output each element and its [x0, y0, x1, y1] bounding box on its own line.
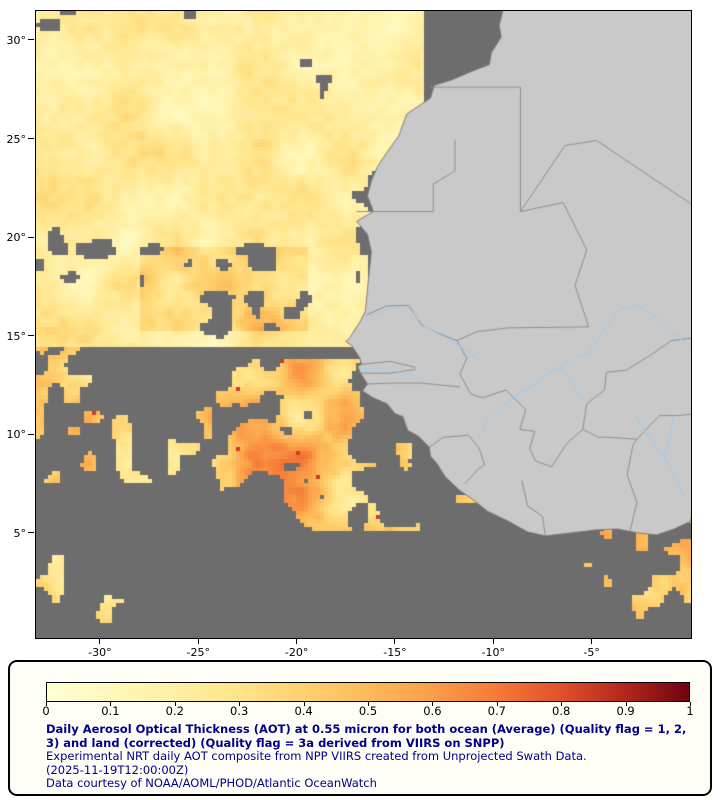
colorbar-tick-mark — [625, 702, 627, 706]
caption-title: Daily Aerosol Optical Thickness (AOT) at… — [46, 722, 687, 750]
colorbar-tick-mark — [46, 702, 47, 706]
lat-tick-mark — [28, 532, 34, 534]
colorbar-tick-mark — [496, 702, 498, 706]
lon-tick-label: -30° — [88, 646, 112, 659]
colorbar-tick-label: 0.5 — [358, 704, 378, 718]
colorbar-tick-label: 0 — [42, 704, 50, 718]
lat-tick-label: 5° — [13, 526, 27, 540]
colorbar-tick-mark — [368, 702, 369, 706]
colorbar-tick-mark — [561, 702, 563, 706]
lat-tick-mark — [28, 236, 34, 238]
lat-tick-mark — [28, 138, 34, 140]
colorbar-tick-label: 0.9 — [616, 704, 635, 718]
lat-tick-mark — [28, 39, 34, 41]
legend-box: 0 0.1 0.2 0.3 0.4 0.5 0.6 0.7 0.8 0.9 1 Daily Aero… — [8, 660, 712, 796]
colorbar-ticks: 0 0.1 0.2 0.3 0.4 0.5 0.6 0.7 0.8 0.9 1 — [42, 702, 694, 719]
caption-line4: Data courtesy of NOAA/AOML/PHOD/Atlantic… — [46, 776, 377, 790]
colorbar-tick-label: 0.8 — [552, 704, 571, 718]
lon-tick-mark — [296, 638, 298, 644]
lon-tick-mark — [394, 638, 396, 644]
caption-line3: (2025-11-19T12:00:00Z) — [46, 762, 189, 777]
colorbar-tick-mark — [174, 702, 176, 706]
lat-tick-label: 20° — [6, 231, 27, 245]
lat-tick-label: 15° — [6, 329, 27, 343]
lon-tick-mark — [99, 638, 101, 644]
colorbar-tick-label: 0.6 — [423, 704, 442, 718]
colorbar-tick-mark — [110, 702, 112, 706]
colorbar-tick-mark — [239, 702, 241, 706]
colorbar-tick-mark — [432, 702, 434, 706]
caption-line2: Experimental NRT daily AOT composite fro… — [46, 749, 587, 763]
lon-tick-mark — [197, 638, 199, 644]
lon-tick-label: -15° — [383, 646, 407, 659]
lon-tick-label: -10° — [481, 646, 506, 659]
lat-tick-label: 30° — [6, 33, 27, 47]
colorbar-tick-label: 0.7 — [487, 704, 506, 718]
lat-tick-label: 25° — [6, 132, 27, 146]
legend-caption: Daily Aerosol Optical Thickness (AOT) at… — [46, 722, 700, 791]
lat-tick-mark — [28, 335, 34, 337]
lon-tick-label: -5° — [583, 646, 600, 659]
lon-tick-mark — [591, 638, 593, 644]
lat-tick-label: 10° — [6, 428, 27, 442]
lon-tick-label: -20° — [284, 646, 309, 659]
colorbar-tick-mark — [690, 702, 691, 706]
colorbar-gradient — [46, 682, 690, 702]
lon-tick-label: -25° — [186, 646, 210, 659]
lon-tick-mark — [492, 638, 494, 644]
colorbar-tick-label: 0.4 — [294, 704, 313, 718]
colorbar-tick-label: 0.2 — [165, 704, 184, 718]
colorbar-tick-label: 0.1 — [101, 704, 120, 718]
colorbar-tick-label: 1 — [686, 704, 694, 718]
lat-tick-mark — [28, 433, 34, 435]
aot-map-canvas — [35, 10, 692, 639]
colorbar-wrap — [46, 682, 690, 702]
colorbar-tick-mark — [303, 702, 305, 706]
colorbar-tick-label: 0.3 — [230, 704, 249, 718]
